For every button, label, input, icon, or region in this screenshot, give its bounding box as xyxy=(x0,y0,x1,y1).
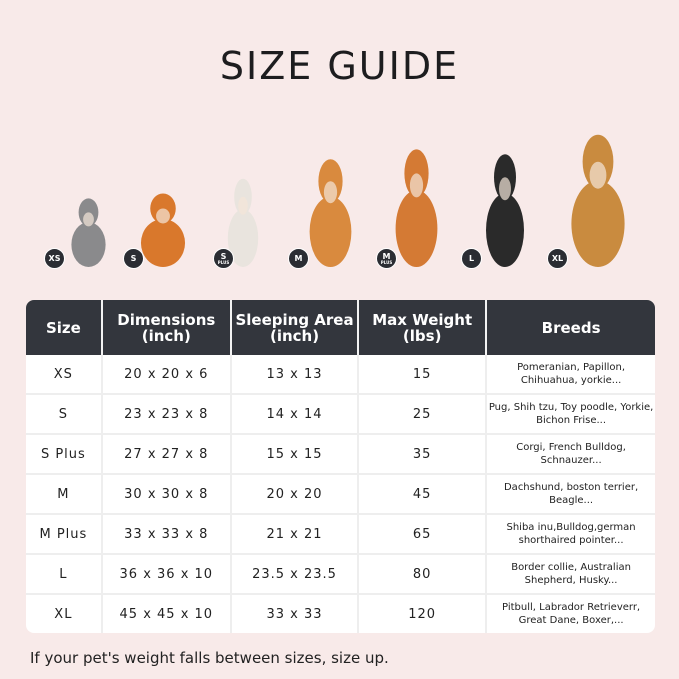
table-cell: Pomeranian, Papillon, Chihuahua, yorkie.… xyxy=(487,355,655,395)
table-cell: 120 xyxy=(359,595,488,633)
pet-image xyxy=(563,132,633,267)
size-table: Size Dimensions (inch) Sleeping Area (inch… xyxy=(26,300,655,633)
column-header: Breeds xyxy=(487,300,655,355)
table-row: S 23 x 23 x 8 14 x 14 25 Pug, Shih tzu, Toy … xyxy=(26,395,655,435)
table-cell: XL xyxy=(26,595,103,633)
table-cell: 36 x 36 x 10 xyxy=(102,555,232,595)
table-row: XL 45 x 45 x 10 33 x 33 120 Pitbull, Labrado… xyxy=(26,595,655,633)
table-cell: Corgi, French Bulldog, Schnauzer... xyxy=(487,435,655,475)
table-cell: 33 x 33 x 8 xyxy=(102,515,232,555)
size-badge-label: S xyxy=(220,251,227,261)
size-badge: M PLUS xyxy=(376,248,397,269)
table-cell: 15 x 15 xyxy=(231,435,360,475)
table-header: Size Dimensions (inch) Sleeping Area (inch… xyxy=(26,300,655,355)
table-cell: Dachshund, boston terrier, Beagle... xyxy=(487,475,655,515)
table-cell: 65 xyxy=(359,515,488,555)
size-badge-sub: PLUS xyxy=(380,259,393,265)
table-cell: S xyxy=(26,395,103,435)
size-badge-label: XS xyxy=(48,253,61,263)
pet-image xyxy=(389,147,444,267)
pet-size-illustrations: XS S S PLUS M M PLUS L XL xyxy=(0,134,679,275)
table-cell: 27 x 27 x 8 xyxy=(102,435,232,475)
table-cell: 45 x 45 x 10 xyxy=(103,595,232,633)
table-cell: 45 xyxy=(359,475,488,515)
size-badge-label: M xyxy=(382,251,391,261)
column-header: Max Weight (lbs) xyxy=(359,300,488,355)
pet-image xyxy=(480,152,530,267)
table-cell: Shiba inu,Bulldog,german shorthaired poi… xyxy=(487,515,655,555)
table-cell: Pug, Shih tzu, Toy poodle, Yorkie, Bicho… xyxy=(487,395,655,435)
table-row: XS 20 x 20 x 6 13 x 13 15 Pomeranian, Papill… xyxy=(26,355,655,395)
table-cell: L xyxy=(26,555,103,595)
column-header: Sleeping Area (inch) xyxy=(231,300,360,355)
size-badge: XL xyxy=(547,248,568,269)
size-badge: L xyxy=(461,248,482,269)
table-cell: M xyxy=(26,475,103,515)
size-badge-label: L xyxy=(468,253,475,263)
size-badge: XS xyxy=(44,248,65,269)
table-cell: 21 x 21 xyxy=(231,515,360,555)
size-badge-sub: PLUS xyxy=(217,259,230,265)
table-cell: 20 x 20 xyxy=(231,475,360,515)
table-row: M Plus 33 x 33 x 8 21 x 21 65 Shiba inu,Bull… xyxy=(26,515,655,555)
table-cell: 33 x 33 xyxy=(232,595,360,633)
size-badge: S PLUS xyxy=(213,248,234,269)
table-cell: 35 xyxy=(359,435,488,475)
table-cell: Pitbull, Labrador Retrieverr, Great Dane… xyxy=(502,602,641,626)
table-cell: 20 x 20 x 6 xyxy=(102,355,232,395)
table-cell: S Plus xyxy=(26,435,103,475)
pet-image xyxy=(223,177,263,267)
table-cell: 23 x 23 x 8 xyxy=(102,395,232,435)
table-cell: 15 xyxy=(359,355,488,395)
footer-note: If your pet's weight falls between sizes… xyxy=(30,649,389,667)
column-header: Dimensions (inch) xyxy=(102,300,232,355)
table-cell: 80 xyxy=(359,555,488,595)
size-badge-label: XL xyxy=(551,253,564,263)
pet-image xyxy=(303,157,358,267)
column-header: Size xyxy=(26,300,103,355)
size-badge: S xyxy=(123,248,144,269)
table-cell: 14 x 14 xyxy=(231,395,360,435)
table-cell: 23.5 x 23.5 xyxy=(231,555,360,595)
size-badge-label: S xyxy=(130,253,137,263)
table-cell: M Plus xyxy=(26,515,103,555)
table-row: S Plus 27 x 27 x 8 15 x 15 35 Corgi, French … xyxy=(26,435,655,475)
page-title: SIZE GUIDE xyxy=(219,44,460,88)
table-cell: Border collie, Australian Shepherd, Husk… xyxy=(487,555,655,595)
size-badge: M xyxy=(288,248,309,269)
table-row: M 30 x 30 x 8 20 x 20 45 Dachshund, boston t… xyxy=(26,475,655,515)
pet-image xyxy=(66,197,111,267)
table-cell: 25 xyxy=(359,395,488,435)
table-cell: 30 x 30 x 8 xyxy=(102,475,232,515)
table-row: L 36 x 36 x 10 23.5 x 23.5 80 Border collie,… xyxy=(26,555,655,595)
pet-image xyxy=(134,192,192,267)
table-cell: 13 x 13 xyxy=(231,355,360,395)
table-cell: XS xyxy=(26,355,103,395)
size-badge-label: M xyxy=(294,253,303,263)
